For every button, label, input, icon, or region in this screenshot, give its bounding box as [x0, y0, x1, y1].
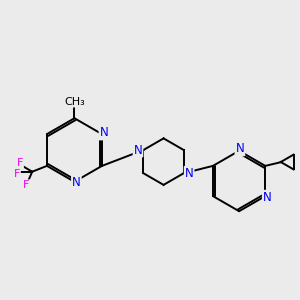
Text: F: F [23, 180, 30, 190]
Text: N: N [72, 176, 81, 189]
Text: N: N [100, 127, 108, 140]
Text: F: F [16, 158, 23, 168]
Text: CH₃: CH₃ [64, 97, 85, 106]
Text: N: N [185, 167, 194, 180]
Text: F: F [14, 169, 20, 178]
Text: N: N [263, 191, 272, 204]
Text: N: N [134, 143, 142, 157]
Text: N: N [236, 142, 244, 155]
